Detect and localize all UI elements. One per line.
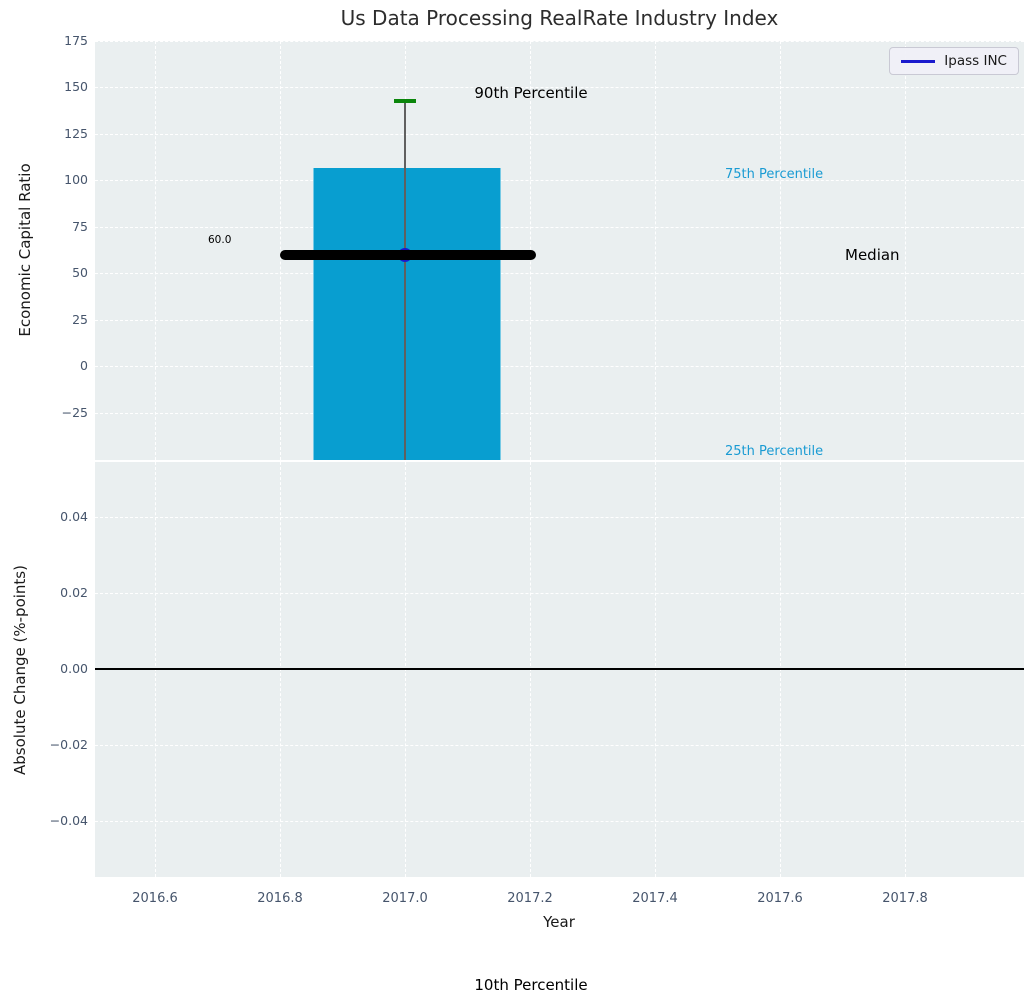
annotation-75th-percentile: 75th Percentile bbox=[725, 167, 824, 182]
y-tick-label: 75 bbox=[72, 219, 88, 234]
x-tick-label: 2016.6 bbox=[132, 891, 178, 906]
gridline-vertical bbox=[655, 41, 656, 460]
annotation-median: Median bbox=[845, 246, 900, 264]
footer-10th-percentile-label: 10th Percentile bbox=[474, 976, 588, 994]
bottom-axes bbox=[95, 462, 1024, 877]
gridline-vertical bbox=[155, 41, 156, 460]
gridline-horizontal bbox=[95, 745, 1024, 746]
whisker-line bbox=[404, 102, 406, 460]
y-tick-label: 175 bbox=[64, 33, 88, 48]
y-tick-label: 125 bbox=[64, 126, 88, 141]
gridline-horizontal bbox=[95, 320, 1024, 321]
gridline-horizontal bbox=[95, 366, 1024, 367]
gridline-horizontal bbox=[95, 41, 1024, 42]
gridline-horizontal bbox=[95, 273, 1024, 274]
y-tick-label: 0.02 bbox=[60, 585, 88, 600]
bottom-y-axis-label: Absolute Change (%-points) bbox=[11, 565, 29, 775]
x-tick-label: 2017.4 bbox=[632, 891, 678, 906]
y-tick-label: 100 bbox=[64, 172, 88, 187]
gridline-horizontal bbox=[95, 413, 1024, 414]
top-y-axis-label: Economic Capital Ratio bbox=[16, 163, 34, 337]
legend: Ipass INC bbox=[889, 47, 1019, 75]
gridline-vertical bbox=[780, 41, 781, 460]
legend-label: Ipass INC bbox=[944, 53, 1007, 69]
industry-percentile-bar bbox=[313, 168, 501, 460]
90th-percentile-cap bbox=[394, 99, 416, 103]
x-tick-label: 2017.8 bbox=[882, 891, 928, 906]
gridline-vertical bbox=[905, 41, 906, 460]
chart-title: Us Data Processing RealRate Industry Ind… bbox=[340, 6, 779, 30]
y-tick-label: −0.02 bbox=[49, 737, 88, 752]
x-tick-label: 2017.0 bbox=[382, 891, 428, 906]
median-value-label: 60.0 bbox=[208, 234, 232, 246]
zero-change-line bbox=[95, 668, 1024, 670]
gridline-horizontal bbox=[95, 227, 1024, 228]
annotation-90th-percentile: 90th Percentile bbox=[474, 84, 588, 102]
y-tick-label: 25 bbox=[72, 312, 88, 327]
y-tick-label: −25 bbox=[61, 405, 88, 420]
x-axis-label: Year bbox=[543, 913, 575, 931]
gridline-horizontal bbox=[95, 134, 1024, 135]
gridline-horizontal bbox=[95, 87, 1024, 88]
y-tick-label: 50 bbox=[72, 265, 88, 280]
y-tick-label: 150 bbox=[64, 79, 88, 94]
gridline-horizontal bbox=[95, 593, 1024, 594]
gridline-horizontal bbox=[95, 517, 1024, 518]
annotation-25th-percentile: 25th Percentile bbox=[725, 444, 824, 459]
y-tick-label: −0.04 bbox=[49, 813, 88, 828]
x-tick-label: 2016.8 bbox=[257, 891, 303, 906]
x-tick-label: 2017.6 bbox=[757, 891, 803, 906]
x-tick-label: 2017.2 bbox=[507, 891, 553, 906]
legend-line-sample bbox=[901, 59, 936, 63]
median-line bbox=[280, 250, 536, 260]
y-tick-label: 0.00 bbox=[60, 661, 88, 676]
top-axes: 60.0 90th Percentile 75th Percentile Med… bbox=[95, 41, 1024, 460]
gridline-horizontal bbox=[95, 180, 1024, 181]
y-tick-label: 0 bbox=[80, 358, 88, 373]
gridline-horizontal bbox=[95, 821, 1024, 822]
y-tick-label: 0.04 bbox=[60, 509, 88, 524]
